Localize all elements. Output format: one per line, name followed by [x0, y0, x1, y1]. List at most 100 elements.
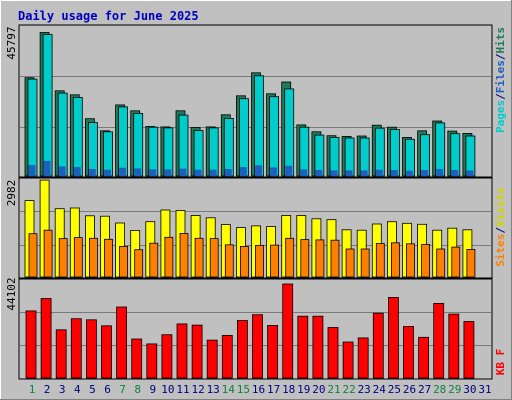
kbytes-bar	[116, 306, 127, 379]
day-label: 21	[327, 383, 340, 396]
pages-bar	[360, 170, 368, 177]
pages-bar	[179, 168, 187, 177]
sites-bar	[224, 244, 234, 278]
kbytes-bar	[25, 310, 37, 379]
hits-bar	[72, 97, 83, 177]
day-label: 27	[418, 383, 431, 396]
pages-bar	[375, 169, 383, 177]
kbytes-bar	[372, 312, 384, 379]
pages-bar	[466, 170, 474, 177]
legend-sep: /	[494, 93, 507, 100]
pages-bar	[28, 165, 36, 177]
hits-bar	[178, 114, 189, 177]
hits-bar	[57, 92, 68, 177]
day-label: 16	[252, 383, 265, 396]
day-label: 11	[176, 383, 189, 396]
sites-bar	[104, 238, 113, 278]
sites-bar	[270, 244, 280, 278]
day-label: 13	[207, 383, 220, 396]
pages-bar	[451, 169, 459, 177]
kbytes-bar	[448, 313, 460, 379]
kbytes-bar	[297, 315, 309, 379]
sites-bar	[58, 238, 68, 278]
sites-bar	[134, 249, 144, 278]
sites-bar	[436, 248, 446, 278]
day-label: 8	[134, 383, 141, 396]
pages-bar	[58, 166, 66, 177]
hits-bar	[163, 127, 174, 177]
hits-bar	[465, 135, 476, 177]
kbytes-bar	[101, 325, 112, 379]
hits-bar	[405, 138, 415, 177]
pages-bar	[224, 168, 232, 177]
sites-bar	[149, 242, 159, 278]
pages-bar	[406, 170, 413, 177]
kbytes-bar	[131, 338, 143, 379]
legend-pages: Pages	[494, 100, 507, 133]
pages-bar	[43, 160, 51, 177]
sites-bar	[330, 239, 340, 278]
pages-bar	[209, 169, 217, 177]
kbytes-bar	[312, 315, 324, 379]
kbytes-bar	[221, 334, 233, 379]
sites-bar	[315, 239, 325, 278]
day-label: 10	[161, 383, 174, 396]
sites-bar	[255, 244, 264, 278]
kbytes-legend: KB F	[494, 349, 507, 376]
kbytes-bar	[282, 283, 294, 379]
kbytes-bar	[267, 324, 279, 379]
pages-bar	[330, 170, 338, 177]
hits-bar	[329, 136, 340, 177]
sites-bar	[300, 239, 310, 278]
pages-bar	[421, 169, 429, 177]
kbytes-bar	[418, 336, 430, 379]
hits-bar	[450, 133, 461, 177]
kbytes-bar	[236, 320, 248, 379]
hits-bar	[27, 78, 38, 177]
day-labels: 1 2 3 4 5 6 7 8 9 10 11 12 13 14 15 16 17 18 19 20 21 22 23 24 2…	[29, 383, 492, 396]
legend-hits: Hits	[494, 27, 507, 54]
kbytes-bar	[146, 343, 158, 379]
legend-sep: /	[494, 227, 507, 234]
legend-sep: /	[494, 53, 507, 60]
sites-bar	[360, 248, 370, 278]
visits-bars	[24, 179, 476, 278]
day-label: 3	[59, 383, 66, 396]
sites-bar	[89, 237, 98, 278]
hits-bar	[374, 127, 385, 177]
kbytes-bar	[191, 324, 203, 379]
hits-bar	[420, 134, 431, 177]
hits-bar	[133, 113, 144, 177]
day-label: 18	[282, 383, 295, 396]
kbytes-ymax-label: 44102	[5, 277, 18, 310]
chart-title: Daily usage for June 2025	[18, 9, 199, 23]
pages-bar	[285, 165, 293, 177]
day-label: 5	[89, 383, 96, 396]
hits-bar	[118, 106, 128, 177]
kbytes-bar	[342, 341, 354, 379]
hits-bar	[344, 137, 355, 177]
day-label: 24	[373, 383, 387, 396]
day-label: 2	[44, 383, 51, 396]
pages-bar	[149, 169, 157, 177]
pages-bar	[300, 169, 308, 177]
day-label: 1	[29, 383, 36, 396]
sites-bar	[421, 244, 431, 278]
pages-bar	[73, 167, 81, 177]
hits-bar	[359, 137, 370, 177]
hits-bar	[269, 96, 280, 177]
visits-ymax-label: 2982	[5, 180, 18, 207]
sites-bar	[406, 243, 415, 278]
hits-bar	[254, 75, 264, 177]
pages-bar	[194, 169, 202, 177]
day-label: 7	[119, 383, 126, 396]
day-label: 26	[403, 383, 416, 396]
day-label: 30	[463, 383, 476, 396]
kbytes-bar	[86, 319, 97, 379]
kbytes-bar	[327, 327, 339, 379]
hits-ymax-label: 45797	[5, 26, 18, 59]
day-label: 29	[448, 383, 461, 396]
pages-bar	[270, 167, 278, 177]
pages-bar	[104, 169, 111, 177]
